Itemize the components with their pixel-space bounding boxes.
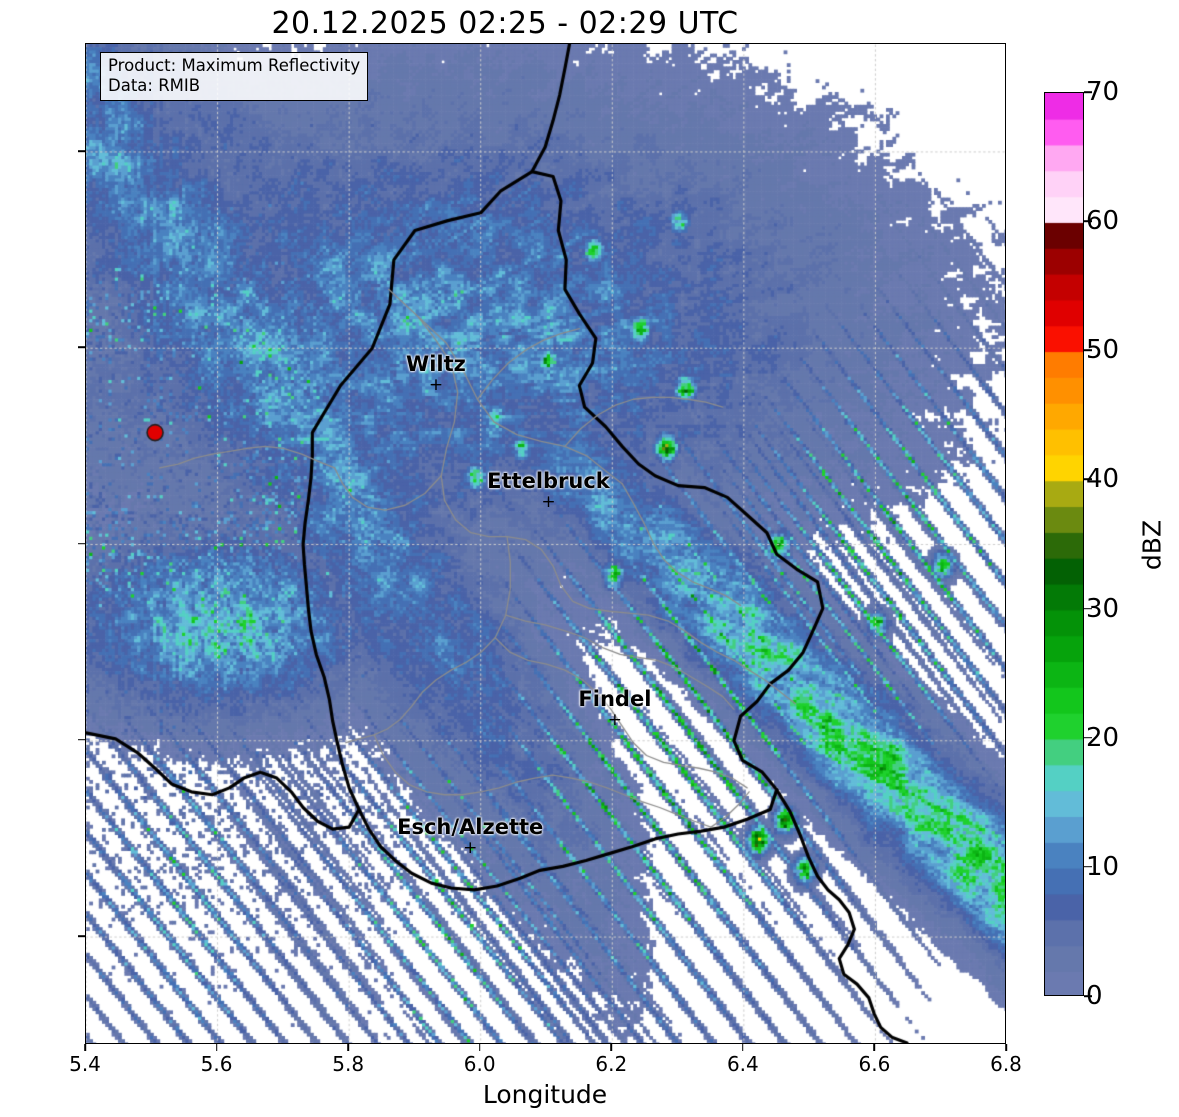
product-info-box: Product: Maximum Reflectivity Data: RMIB (100, 52, 369, 102)
colorbar-tick-mark-3 (1084, 478, 1092, 481)
x-tick-label-5: 6.4 (726, 1052, 759, 1076)
x-tick-mark-3 (478, 1044, 481, 1051)
colorbar-gradient (1045, 93, 1083, 995)
data-source-line: Data: RMIB (108, 76, 201, 96)
x-tick-mark-0 (84, 1044, 86, 1051)
x-tick-label-0: 5.4 (69, 1052, 101, 1076)
colorbar-tick-mark-6 (1084, 866, 1092, 868)
radar-plot-area[interactable]: Product: Maximum Reflectivity Data: RMIB… (85, 43, 1006, 1044)
page-title: 20.12.2025 02:25 - 02:29 UTC (271, 6, 739, 41)
y-tick-mark-0 (78, 150, 85, 152)
y-tick-mark-2 (78, 542, 85, 545)
colorbar-label: dBZ (1137, 519, 1167, 571)
x-tick-label-1: 5.6 (200, 1052, 233, 1076)
x-axis-label: Longitude (482, 1080, 608, 1109)
colorbar-tick-mark-1 (1084, 220, 1092, 222)
x-tick-label-6: 6.6 (858, 1052, 891, 1076)
x-tick-mark-2 (347, 1044, 349, 1051)
colorbar-tick-mark-0 (1084, 91, 1092, 93)
x-tick-mark-7 (1005, 1044, 1007, 1051)
x-tick-label-7: 6.8 (990, 1052, 1022, 1076)
colorbar-tick-label-7: 0 (1086, 981, 1103, 1011)
x-tick-label-3: 6.0 (463, 1052, 496, 1076)
colorbar-tick-mark-4 (1084, 607, 1092, 610)
product-line: Product: Maximum Reflectivity (108, 56, 361, 75)
y-tick-mark-1 (78, 346, 85, 349)
x-tick-label-2: 5.8 (332, 1052, 365, 1076)
y-tick-mark-4 (78, 935, 85, 937)
x-tick-mark-6 (873, 1044, 876, 1051)
x-tick-mark-5 (742, 1044, 744, 1051)
colorbar-tick-mark-5 (1084, 736, 1092, 739)
x-tick-mark-1 (215, 1044, 218, 1051)
colorbar-tick-mark-7 (1084, 995, 1092, 997)
colorbar (1044, 92, 1084, 996)
map-borders-layer (86, 44, 1005, 1043)
colorbar-tick-mark-2 (1084, 349, 1092, 352)
x-tick-label-4: 6.2 (595, 1052, 628, 1076)
x-tick-mark-4 (610, 1044, 613, 1051)
y-tick-mark-3 (78, 738, 85, 741)
